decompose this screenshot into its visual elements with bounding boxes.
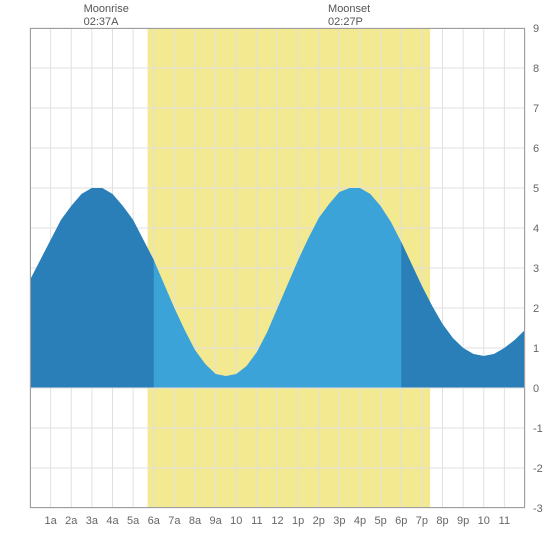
- y-tick-label: 4: [533, 223, 539, 235]
- x-tick-label: 6a: [148, 515, 161, 527]
- y-tick-label: 2: [533, 303, 539, 315]
- y-tick-label: 6: [533, 143, 539, 155]
- x-tick-label: 8a: [189, 515, 202, 527]
- x-tick-label: 6p: [395, 515, 407, 527]
- x-tick-label: 10: [478, 515, 490, 527]
- moonset-time: 02:27P: [328, 16, 370, 29]
- moonrise-annotation: Moonrise 02:37A: [84, 3, 129, 29]
- y-tick-label: 8: [533, 63, 539, 75]
- x-tick-label: 2p: [313, 515, 325, 527]
- y-tick-label: 1: [533, 343, 539, 355]
- x-tick-label: 9a: [210, 515, 223, 527]
- x-tick-label: 4p: [354, 515, 366, 527]
- x-tick-label: 1p: [292, 515, 304, 527]
- x-tick-label: 8p: [436, 515, 448, 527]
- x-tick-label: 12: [271, 515, 283, 527]
- y-tick-label: -2: [533, 463, 543, 475]
- y-tick-label: 5: [533, 183, 539, 195]
- chart-svg: -3-2-101234567891a2a3a4a5a6a7a8a9a101112…: [0, 0, 550, 550]
- x-tick-label: 7p: [416, 515, 428, 527]
- y-tick-label: -1: [533, 423, 543, 435]
- y-tick-label: -3: [533, 503, 543, 515]
- tide-chart: Moonrise 02:37A Moonset 02:27P -3-2-1012…: [0, 0, 550, 550]
- y-tick-label: 3: [533, 263, 539, 275]
- x-tick-label: 7a: [168, 515, 181, 527]
- moonset-annotation: Moonset 02:27P: [328, 3, 370, 29]
- y-tick-label: 7: [533, 103, 539, 115]
- moonrise-title: Moonrise: [84, 3, 129, 16]
- x-tick-label: 3p: [333, 515, 345, 527]
- x-tick-label: 11: [499, 515, 510, 527]
- x-tick-label: 10: [230, 515, 242, 527]
- moonset-title: Moonset: [328, 3, 370, 16]
- x-tick-label: 5a: [127, 515, 140, 527]
- x-tick-label: 5p: [375, 515, 387, 527]
- moonrise-time: 02:37A: [84, 16, 129, 29]
- x-tick-label: 9p: [457, 515, 469, 527]
- x-tick-label: 3a: [86, 515, 99, 527]
- x-tick-label: 11: [251, 515, 262, 527]
- y-tick-label: 0: [533, 383, 539, 395]
- x-tick-label: 4a: [106, 515, 119, 527]
- x-tick-label: 2a: [65, 515, 78, 527]
- y-tick-label: 9: [533, 23, 539, 35]
- x-tick-label: 1a: [45, 515, 58, 527]
